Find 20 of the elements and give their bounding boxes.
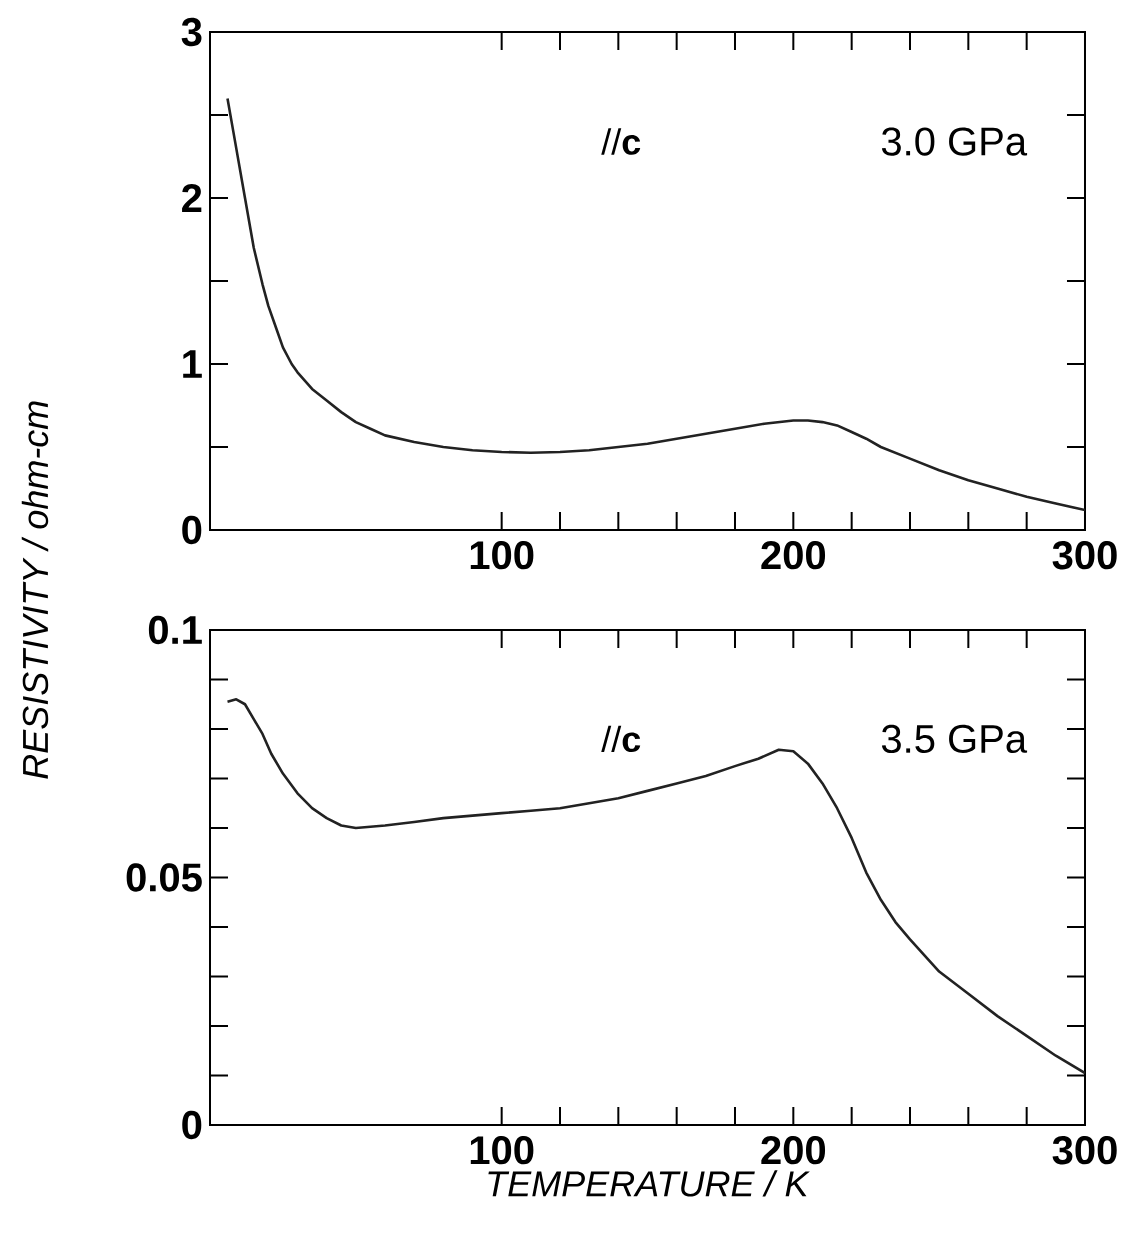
x-tick-label: 200: [761, 1136, 826, 1165]
y-axis-title: RESISTIVITY / ohm-cm: [21, 401, 49, 779]
y-tick-label: 0: [182, 1110, 202, 1140]
y-tick-label: 0.05: [126, 863, 202, 892]
x-tick-label: 200: [761, 541, 826, 570]
x-axis-title: TEMPERATURE / K: [488, 1170, 810, 1197]
y-tick-label: 0: [182, 515, 202, 545]
annotation: 3.0 GPa: [881, 127, 1028, 156]
annotation: 3.5 GPa: [881, 724, 1028, 754]
x-tick-label: 300: [1052, 1136, 1117, 1165]
annotation: //c: [601, 128, 641, 155]
x-tick-label: 100: [470, 1136, 534, 1165]
line-series: [226, 697, 1085, 1075]
x-tick-label: 100: [470, 541, 534, 570]
y-tick-label: 3: [181, 17, 202, 47]
y-tick-label: 2: [182, 184, 202, 212]
y-tick-label: 1: [183, 350, 202, 378]
y-tick-label: 0.1: [148, 615, 202, 645]
annotation: //c: [601, 725, 641, 753]
x-tick-label: 300: [1052, 541, 1117, 570]
